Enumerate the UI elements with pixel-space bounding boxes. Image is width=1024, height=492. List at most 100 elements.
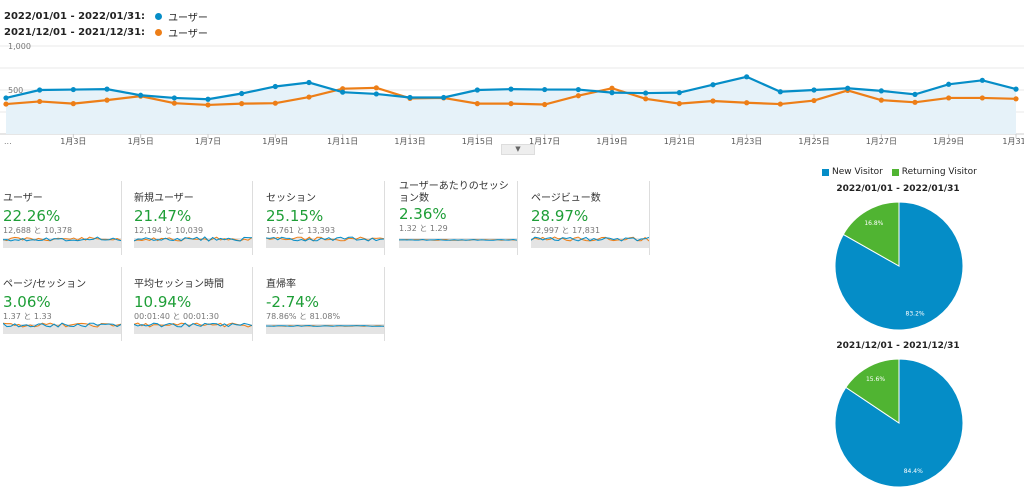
metric-compare-values: 12,688 と 10,378 [3,226,73,235]
current-data-point[interactable] [878,88,884,94]
current-data-point[interactable] [37,87,43,93]
current-data-point[interactable] [171,95,177,101]
current-data-point[interactable] [508,86,514,92]
current-data-point[interactable] [979,77,985,83]
pie-label-returning-visitor: 16.8% [864,220,883,227]
x-tick-label: 1月15日 [462,137,493,146]
metric-sparkline [3,322,121,334]
legend-current-range: 2022/01/01 - 2022/01/31: [4,11,146,22]
current-data-point[interactable] [340,89,346,95]
sparkline-background [266,324,384,334]
previous-data-point[interactable] [1013,96,1019,102]
metric-tile[interactable]: 直帰率 -2.74% 78.86% と 81.08% [266,267,385,341]
pie-slice-returning-visitor[interactable] [842,201,900,267]
sparkline-background [134,238,252,248]
previous-data-point[interactable] [878,97,884,103]
metric-compare-values: 00:01:40 と 00:01:30 [134,312,219,321]
legend-previous: 2021/12/01 - 2021/12/31: ユーザー [4,25,208,40]
current-data-point[interactable] [676,90,682,96]
current-data-point[interactable] [912,91,918,97]
previous-data-point[interactable] [205,102,211,108]
previous-data-point[interactable] [575,93,581,99]
previous-data-point[interactable] [912,99,918,105]
previous-data-point[interactable] [373,85,379,91]
current-data-point[interactable] [373,91,379,97]
previous-data-point[interactable] [643,96,649,102]
previous-data-point[interactable] [676,101,682,107]
current-data-point[interactable] [272,83,278,90]
previous-data-point[interactable] [272,100,278,106]
previous-data-point[interactable] [811,97,817,104]
current-data-point[interactable] [946,81,952,87]
current-data-point[interactable] [239,90,245,97]
legend-current: 2022/01/01 - 2022/01/31: ユーザー [4,9,208,24]
previous-data-point[interactable] [508,101,514,107]
previous-data-point[interactable] [542,101,548,108]
current-data-point[interactable] [306,79,312,86]
collapse-chart-button[interactable]: ▼ [501,144,535,155]
users-line-chart: 500 1,000 1月3日 1月5日 1月7日 1月9日 1月11日 1月13日 1月15日 1… [0,42,1024,146]
previous-data-point[interactable] [777,101,783,107]
current-data-point[interactable] [138,92,144,98]
previous-data-point[interactable] [710,98,716,104]
metric-name: 新規ユーザー [134,193,194,204]
metric-sparkline [399,238,517,248]
previous-data-point[interactable] [37,98,43,105]
metric-tile[interactable]: ユーザー 22.26% 12,688 と 10,378 [3,181,122,255]
x-tick-label: 1月17日 [529,137,560,146]
previous-data-point[interactable] [171,100,177,106]
metric-sparkline [266,324,384,334]
current-data-point[interactable] [205,96,211,102]
previous-data-point[interactable] [306,94,312,100]
current-data-point[interactable] [1013,86,1019,92]
pie-label-new-visitor: 83.2% [906,310,925,317]
pie-label-new-visitor: 84.4% [904,468,923,475]
sparkline-background [3,238,121,248]
pie-legend-new-label: New Visitor [832,167,883,177]
previous-data-point[interactable] [979,95,985,101]
current-data-point[interactable] [70,86,76,93]
current-data-point[interactable] [441,94,447,101]
previous-data-point[interactable] [239,101,245,107]
current-data-point[interactable] [845,85,851,91]
previous-data-point[interactable] [744,100,750,106]
pie-legend-new-swatch [822,168,829,176]
current-data-point[interactable] [744,74,750,80]
metric-tile[interactable]: ページ/セッション 3.06% 1.37 と 1.33 [3,267,122,341]
sparkline-background [134,324,252,334]
metric-tile[interactable]: セッション 25.15% 16,761 と 13,393 [266,181,385,255]
previous-data-point[interactable] [3,101,9,107]
x-tick-label: 1月25日 [798,137,829,146]
metric-tile[interactable]: ユーザーあたりのセッション数 2.36% 1.32 と 1.29 [399,181,518,255]
current-data-point[interactable] [777,89,783,95]
current-data-point[interactable] [474,87,480,93]
current-data-point[interactable] [407,94,413,101]
previous-data-point[interactable] [474,101,480,107]
current-data-point[interactable] [542,86,548,93]
metric-sparkline [266,236,384,248]
previous-data-point[interactable] [104,97,110,103]
pie-legend-returning-label: Returning Visitor [901,167,977,177]
current-data-point[interactable] [575,86,581,93]
current-data-point[interactable] [104,86,110,92]
metric-tile[interactable]: ページビュー数 28.97% 22,997 と 17,831 [531,181,650,255]
sparkline-background [399,238,517,248]
current-data-point[interactable] [811,87,817,93]
visitor-pie-previous: 84.4% 15.6% [834,358,964,488]
previous-data-point[interactable] [946,95,952,101]
current-data-point[interactable] [710,82,716,88]
metric-change-percent: 22.26% [3,207,61,225]
pie-1-title: 2022/01/01 - 2022/01/31 [836,184,960,194]
previous-data-point[interactable] [70,101,76,107]
sparkline-series [399,238,517,241]
metric-tile[interactable]: 平均セッション時間 10.94% 00:01:40 と 00:01:30 [134,267,253,341]
current-data-point[interactable] [609,90,615,96]
pie-slice-new-visitor[interactable] [834,201,964,331]
metric-name: ユーザーあたりのセッション数 [399,181,509,204]
current-data-point[interactable] [3,95,9,101]
previous-data-point[interactable] [609,85,615,91]
pie-slice-returning-visitor[interactable] [845,358,900,424]
metric-tile[interactable]: 新規ユーザー 21.47% 12,194 と 10,039 [134,181,253,255]
x-tick-label: 1月11日 [327,137,358,146]
current-data-point[interactable] [643,90,649,96]
